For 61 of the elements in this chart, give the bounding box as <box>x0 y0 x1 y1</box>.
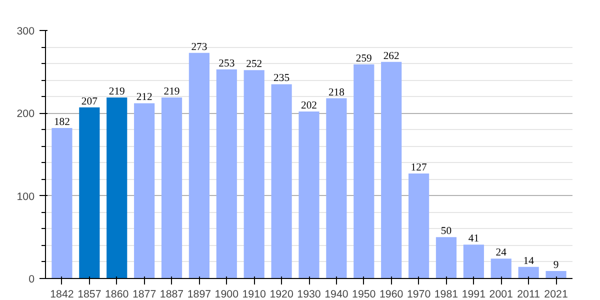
data-label: 219 <box>164 86 180 98</box>
data-label: 9 <box>553 260 559 272</box>
data-label: 24 <box>496 248 508 259</box>
x-tick-label: 1877 <box>132 288 156 300</box>
x-tick-label: 1842 <box>50 288 74 300</box>
x-tick-label: 1910 <box>242 288 266 300</box>
x-tick-label: 1860 <box>105 288 129 300</box>
data-label: 273 <box>191 42 208 53</box>
data-label: 182 <box>54 117 70 128</box>
x-tick-label: 2021 <box>544 288 568 300</box>
x-tick-label: 1887 <box>160 288 184 300</box>
data-label: 219 <box>108 86 125 98</box>
bar <box>546 271 566 278</box>
bar <box>79 107 100 278</box>
bar <box>518 266 539 278</box>
data-label: 235 <box>274 73 290 84</box>
data-label: 262 <box>383 50 400 62</box>
bar <box>106 97 128 278</box>
bar <box>408 174 430 278</box>
y-tick-label: 200 <box>16 108 35 120</box>
bar <box>326 98 347 278</box>
x-tick-label: 1960 <box>379 288 404 300</box>
x-tick-label: 1970 <box>406 288 431 300</box>
x-tick-label: 1991 <box>462 288 486 300</box>
bar <box>188 52 210 278</box>
data-label: 218 <box>328 87 344 98</box>
data-label: 212 <box>136 92 152 104</box>
bar <box>298 112 320 278</box>
x-tick-label: 1950 <box>352 288 376 300</box>
x-tick-label: 1930 <box>297 288 321 300</box>
data-label: 252 <box>246 59 262 70</box>
x-tick-label: 2001 <box>489 288 514 300</box>
data-label: 14 <box>523 256 535 267</box>
y-tick-label: 100 <box>16 190 35 203</box>
x-tick-label: 1940 <box>324 288 348 300</box>
bar <box>161 97 182 278</box>
data-label: 207 <box>81 96 98 108</box>
bar <box>216 69 237 278</box>
bar <box>463 244 484 278</box>
x-tick-label: 1900 <box>214 288 239 300</box>
x-tick-label: 1981 <box>434 288 458 300</box>
x-tick-label: 1857 <box>78 288 102 300</box>
bar <box>354 64 374 278</box>
x-tick-label: 2011 <box>517 288 540 300</box>
x-tick-label: 1920 <box>270 288 294 300</box>
y-tick-label: 300 <box>16 26 35 38</box>
bar <box>244 70 264 278</box>
data-label: 202 <box>301 100 317 112</box>
bar <box>436 237 457 278</box>
y-tick-label: 0 <box>28 274 35 286</box>
bar <box>52 128 72 278</box>
bar <box>134 103 155 278</box>
bar <box>271 84 292 278</box>
data-label: 41 <box>468 234 480 245</box>
data-label: 127 <box>410 162 428 174</box>
data-label: 50 <box>440 226 452 238</box>
bar <box>490 258 512 278</box>
data-label: 259 <box>356 53 372 64</box>
bar <box>381 62 402 278</box>
data-label: 253 <box>218 58 235 70</box>
x-tick-label: 1897 <box>187 288 212 300</box>
